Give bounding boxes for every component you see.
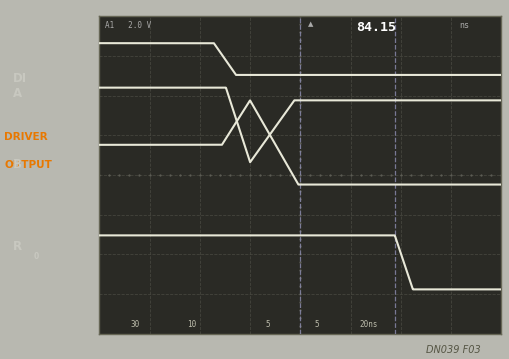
Text: A1   2.0 V: A1 2.0 V	[105, 21, 152, 30]
Text: 0: 0	[34, 252, 39, 261]
Text: 30: 30	[131, 320, 140, 329]
Text: 5: 5	[266, 320, 270, 329]
Text: DRIVER: DRIVER	[4, 132, 48, 142]
Text: A: A	[13, 88, 22, 101]
Text: ns: ns	[459, 21, 469, 30]
Text: 10: 10	[187, 320, 196, 329]
Text: DI: DI	[13, 71, 27, 85]
Text: 5: 5	[314, 320, 319, 329]
Text: B: B	[13, 158, 22, 171]
Text: OUTPUT: OUTPUT	[4, 160, 52, 171]
Text: 20ns: 20ns	[359, 320, 378, 329]
Text: 84.15: 84.15	[357, 21, 397, 34]
Text: DN039 F03: DN039 F03	[426, 345, 480, 355]
Text: ▲: ▲	[307, 21, 313, 27]
Text: R: R	[13, 240, 22, 253]
